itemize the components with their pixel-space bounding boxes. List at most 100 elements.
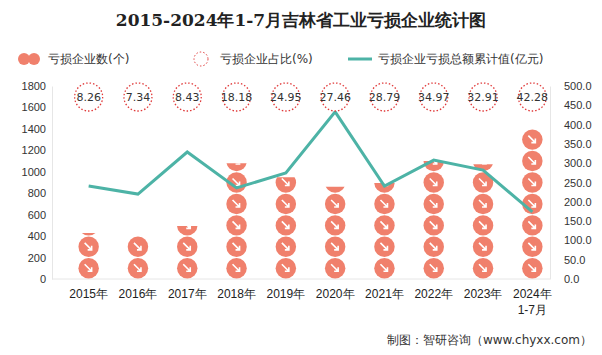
x-tick-label: 2024年1-7月 xyxy=(513,287,552,318)
ratio-label: 32.91 xyxy=(467,91,499,104)
pictogram-arrow xyxy=(528,264,535,271)
pictogram-unit xyxy=(177,258,197,278)
pictogram-arrow xyxy=(183,226,190,228)
legend-label: 亏损企业数(个) xyxy=(48,52,129,66)
y2-tick-label: 350.0 xyxy=(564,138,592,150)
y2-tick-label: 400.0 xyxy=(564,119,592,131)
legend-label: 亏损企业亏损总额累计值(亿元) xyxy=(378,52,543,66)
x-tick: 2021年 xyxy=(365,279,404,301)
pictogram-bar xyxy=(177,226,197,279)
pictogram-arrow xyxy=(85,264,92,271)
pictogram-unit xyxy=(276,215,296,235)
legend-swatch xyxy=(28,53,40,65)
pictogram-arrow xyxy=(479,221,486,228)
pictogram-unit xyxy=(276,258,296,278)
pictogram-unit xyxy=(128,237,148,257)
pictogram-arrow xyxy=(380,243,387,250)
pictogram-arrow xyxy=(331,264,338,271)
y-tick-label: 1400 xyxy=(22,123,46,135)
x-axis-line xyxy=(52,279,550,280)
pictogram-unit xyxy=(473,215,493,235)
pictogram-bar xyxy=(374,183,394,278)
y-tick-label: 0 xyxy=(40,273,46,285)
pictogram-arrow xyxy=(233,163,240,164)
pictogram-arrow xyxy=(85,243,92,250)
y-tick-label: 1200 xyxy=(22,144,46,156)
pictogram-arrow xyxy=(479,264,486,271)
y2-tick: 200.0 xyxy=(550,196,592,208)
y2-tick: 50.0 xyxy=(550,254,585,266)
x-tick: 2020年 xyxy=(316,279,355,301)
y2-tick: 300.0 xyxy=(550,157,592,169)
y2-tick: 450.0 xyxy=(550,99,592,111)
pictogram-unit xyxy=(276,237,296,257)
pictogram-arrow xyxy=(233,200,240,207)
y2-tick-label: 0.0 xyxy=(564,273,579,285)
pictogram-unit xyxy=(325,258,345,278)
pictogram-unit xyxy=(78,258,98,278)
ratio-label: 18.18 xyxy=(221,91,253,104)
pictogram-unit xyxy=(325,194,345,214)
ratio-badge xyxy=(173,83,201,111)
x-tick: 2022年 xyxy=(414,279,453,301)
loss-line xyxy=(89,112,533,212)
y-tick-label: 1800 xyxy=(22,80,46,92)
pictogram-arrow xyxy=(233,221,240,228)
pictogram-unit xyxy=(325,187,345,193)
y-tick: 400 xyxy=(28,230,52,242)
y2-tick: 100.0 xyxy=(550,234,592,246)
legend-swatch xyxy=(194,52,208,66)
pictogram-unit xyxy=(473,258,493,278)
y2-tick-label: 500.0 xyxy=(564,80,592,92)
pictogram-arrow xyxy=(528,221,535,228)
y-axis: 020040060080010001200140016001800 xyxy=(22,80,53,285)
x-axis: 2015年2016年2017年2018年2019年2020年2021年2022年… xyxy=(52,279,552,317)
legend: 亏损企业数(个) 亏损企业占比(%) 亏损企业亏损总额累计值(亿元) xyxy=(18,52,543,66)
y2-tick-label: 150.0 xyxy=(564,215,592,227)
legend-item: 亏损企业占比(%) xyxy=(194,52,313,66)
legend-item: 亏损企业数(个) xyxy=(18,52,129,66)
pictogram-unit xyxy=(424,215,444,235)
x-tick: 2023年 xyxy=(464,279,503,301)
y-tick: 1600 xyxy=(22,101,52,113)
y-tick: 1000 xyxy=(22,166,52,178)
y2-tick-label: 50.0 xyxy=(564,254,585,266)
legend-swatch xyxy=(348,58,372,61)
ratio-label: 8.26 xyxy=(76,91,101,104)
pictogram-arrow xyxy=(134,243,141,250)
x-tick: 2017年 xyxy=(168,279,207,301)
y2-axis-line xyxy=(550,87,551,280)
x-tick: 2024年1-7月 xyxy=(513,279,552,317)
y2-tick: 350.0 xyxy=(550,138,592,150)
x-tick-label: 2015年 xyxy=(69,287,108,301)
y-tick: 600 xyxy=(28,209,52,221)
y-tick: 1200 xyxy=(22,144,52,156)
pictogram-arrow xyxy=(528,136,535,143)
x-tick: 2016年 xyxy=(119,279,158,301)
pictogram-unit xyxy=(424,258,444,278)
y2-axis: 0.0 50.0 100.0 150.0 200.0 250.0 300.0 350.0 400… xyxy=(550,80,592,285)
y-tick: 0 xyxy=(40,273,52,285)
x-tick-label: 2022年 xyxy=(414,287,453,301)
y-tick-label: 200 xyxy=(28,252,46,264)
legend-item: 亏损企业亏损总额累计值(亿元) xyxy=(348,52,543,66)
pictogram-arrow xyxy=(282,179,289,186)
x-tick: 2018年 xyxy=(217,279,256,301)
y2-tick-label: 450.0 xyxy=(564,99,592,111)
pictogram-arrow xyxy=(380,221,387,228)
pictogram-arrow xyxy=(430,179,437,186)
y2-tick: 250.0 xyxy=(550,177,592,189)
y2-tick: 0.0 xyxy=(550,273,579,285)
pictogram-unit xyxy=(226,237,246,257)
title: 2015-2024年1-7月吉林省工业亏损企业统计图 xyxy=(116,10,486,30)
pictogram-unit xyxy=(78,233,98,236)
pictogram-unit xyxy=(424,194,444,214)
source: 制图：智研咨询（www.chyxx.com） xyxy=(387,333,592,347)
pictogram-unit xyxy=(226,163,246,171)
y-tick: 200 xyxy=(28,252,52,264)
y2-tick: 500.0 xyxy=(550,80,592,92)
pictogram-arrow xyxy=(479,200,486,207)
pictogram-arrow xyxy=(380,200,387,207)
pictogram-arrow xyxy=(380,264,387,271)
pictogram-unit xyxy=(177,237,197,257)
